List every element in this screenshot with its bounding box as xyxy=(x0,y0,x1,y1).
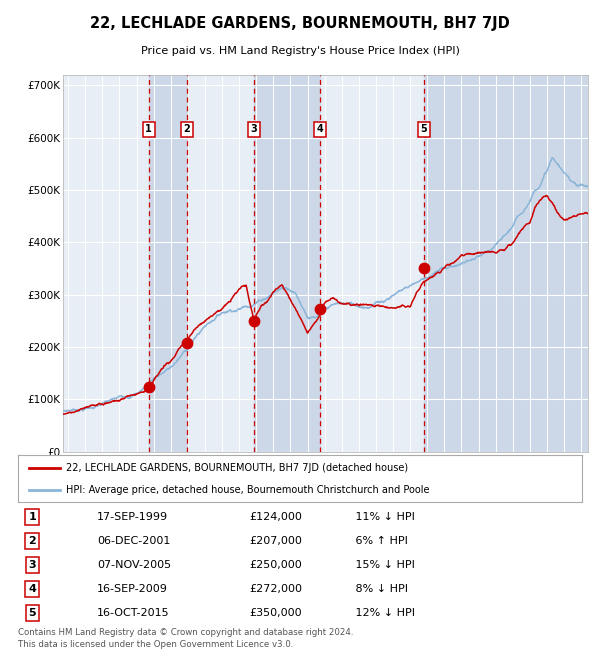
Text: 11% ↓ HPI: 11% ↓ HPI xyxy=(345,512,415,522)
Text: £350,000: £350,000 xyxy=(249,608,302,618)
Text: 16-OCT-2015: 16-OCT-2015 xyxy=(97,608,170,618)
Text: 15% ↓ HPI: 15% ↓ HPI xyxy=(345,560,415,570)
Text: 1: 1 xyxy=(28,512,36,522)
Text: 16-SEP-2009: 16-SEP-2009 xyxy=(97,584,168,594)
Text: 4: 4 xyxy=(28,584,36,594)
Text: 5: 5 xyxy=(28,608,36,618)
Text: 22, LECHLADE GARDENS, BOURNEMOUTH, BH7 7JD: 22, LECHLADE GARDENS, BOURNEMOUTH, BH7 7… xyxy=(90,16,510,31)
Text: 1: 1 xyxy=(145,124,152,135)
Bar xyxy=(254,75,320,452)
Text: 12% ↓ HPI: 12% ↓ HPI xyxy=(345,608,415,618)
Text: 2: 2 xyxy=(183,124,190,135)
Text: £250,000: £250,000 xyxy=(249,560,302,570)
Text: 2: 2 xyxy=(28,536,36,546)
Text: HPI: Average price, detached house, Bournemouth Christchurch and Poole: HPI: Average price, detached house, Bour… xyxy=(66,485,430,495)
Text: 8% ↓ HPI: 8% ↓ HPI xyxy=(345,584,408,594)
Text: £124,000: £124,000 xyxy=(249,512,302,522)
Text: Contains HM Land Registry data © Crown copyright and database right 2024.
This d: Contains HM Land Registry data © Crown c… xyxy=(18,628,353,649)
Text: £272,000: £272,000 xyxy=(249,584,302,594)
Text: 17-SEP-1999: 17-SEP-1999 xyxy=(97,512,168,522)
Text: 3: 3 xyxy=(28,560,36,570)
Text: 5: 5 xyxy=(420,124,427,135)
Bar xyxy=(424,75,588,452)
Text: 6% ↑ HPI: 6% ↑ HPI xyxy=(345,536,408,546)
Text: 3: 3 xyxy=(250,124,257,135)
Text: 22, LECHLADE GARDENS, BOURNEMOUTH, BH7 7JD (detached house): 22, LECHLADE GARDENS, BOURNEMOUTH, BH7 7… xyxy=(66,463,408,473)
Text: 06-DEC-2001: 06-DEC-2001 xyxy=(97,536,170,546)
Text: £207,000: £207,000 xyxy=(249,536,302,546)
Bar xyxy=(149,75,187,452)
Text: Price paid vs. HM Land Registry's House Price Index (HPI): Price paid vs. HM Land Registry's House … xyxy=(140,46,460,56)
Text: 07-NOV-2005: 07-NOV-2005 xyxy=(97,560,171,570)
Text: 4: 4 xyxy=(316,124,323,135)
